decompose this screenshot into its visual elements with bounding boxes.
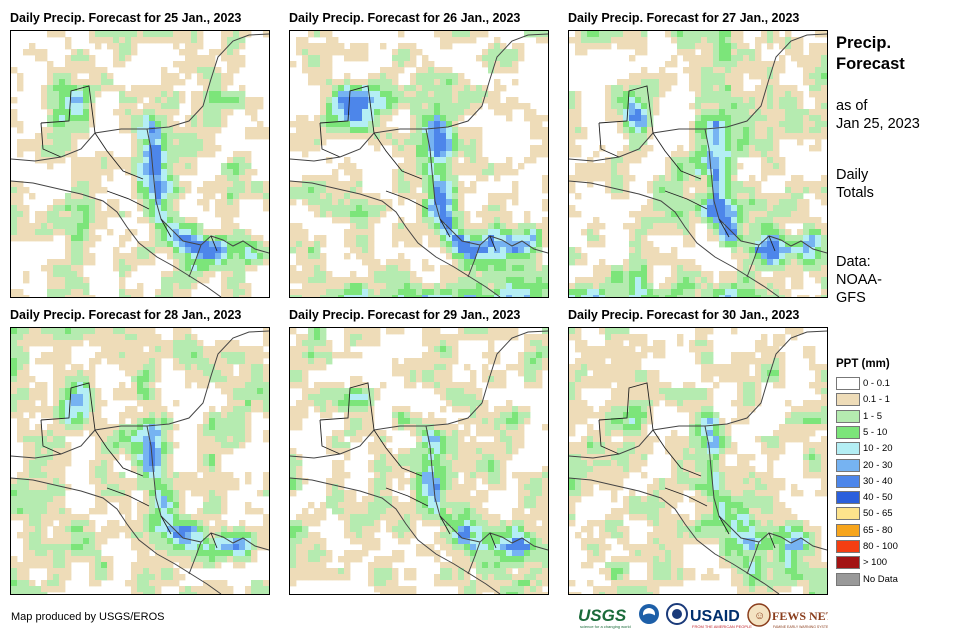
country-borders [40, 382, 218, 549]
legend-swatch [836, 409, 860, 423]
legend-label: > 100 [863, 557, 888, 569]
forecast-map-6 [568, 327, 828, 595]
coastline [290, 33, 548, 297]
coastline [569, 330, 827, 594]
country-borders [598, 382, 776, 549]
legend-label: 40 - 50 [863, 492, 893, 504]
forecast-map-4 [10, 327, 270, 595]
partner-logos: USGS science for a changing world USAID … [578, 602, 853, 630]
legend-swatch [836, 425, 860, 439]
country-borders [319, 85, 497, 252]
coastline [11, 33, 269, 297]
country-borders [319, 382, 497, 549]
panel-title-1: Daily Precip. Forecast for 25 Jan., 2023 [10, 11, 242, 25]
forecast-map-3 [568, 30, 828, 298]
legend-label: 20 - 30 [863, 459, 893, 471]
precip-field [11, 31, 269, 297]
noaa-logo [639, 604, 659, 624]
forecast-map-2 [289, 30, 549, 298]
precip-field [11, 328, 269, 594]
panel-title-5: Daily Precip. Forecast for 29 Jan., 2023 [289, 308, 521, 322]
legend-label: 65 - 80 [863, 524, 893, 536]
legend-swatch [836, 442, 860, 456]
forecast-map-1 [10, 30, 270, 298]
usaid-logo: USAID FROM THE AMERICAN PEOPLE [690, 608, 752, 629]
panel-title-4: Daily Precip. Forecast for 28 Jan., 2023 [10, 308, 242, 322]
legend-swatch [836, 377, 860, 390]
fewsnet-logo: ☺ FEWS NET FAMINE EARLY WARNING SYSTEMS … [747, 603, 853, 629]
legend-label: 80 - 100 [863, 541, 898, 552]
legend-label: 0 - 0.1 [863, 378, 890, 389]
panel-title-6: Daily Precip. Forecast for 30 Jan., 2023 [568, 308, 800, 322]
legend-label: 30 - 40 [863, 475, 893, 487]
legend-label: 0.1 - 1 [863, 394, 890, 406]
precip-field [290, 328, 548, 594]
data-source: Data: NOAA- GFS [836, 254, 882, 306]
legend-swatch [836, 491, 860, 505]
usaid-seal [666, 603, 688, 625]
panel-title-2: Daily Precip. Forecast for 26 Jan., 2023 [289, 11, 521, 25]
legend-title: PPT (mm) [836, 358, 890, 370]
legend-swatch [836, 556, 860, 570]
country-borders [598, 85, 776, 252]
legend-label: 1 - 5 [863, 410, 883, 422]
coastline [290, 330, 548, 594]
precip-field [569, 328, 827, 594]
precip-field [290, 31, 548, 297]
legend-swatch [836, 507, 860, 521]
forecast-date: as of Jan 25, 2023 [836, 98, 920, 132]
legend-label: No Data [863, 573, 898, 585]
legend-label: 5 - 10 [863, 426, 888, 438]
forecast-map-5 [289, 327, 549, 595]
legend-swatch [836, 474, 860, 488]
legend-swatch [836, 458, 860, 472]
usgs-logo: USGS science for a changing world [578, 606, 631, 629]
panel-title-3: Daily Precip. Forecast for 27 Jan., 2023 [568, 11, 800, 25]
legend-swatch [836, 523, 860, 537]
sidebar-title: Precip. Forecast [836, 34, 905, 73]
legend-label: 10 - 20 [863, 443, 893, 455]
legend-swatch [836, 572, 860, 586]
legend-swatch [836, 393, 860, 407]
credit-text: Map produced by USGS/EROS [11, 611, 165, 623]
coastline [11, 330, 269, 594]
legend-label: 50 - 65 [863, 508, 893, 520]
coastline [569, 33, 827, 297]
totals-label: Daily Totals [836, 167, 874, 201]
legend-swatch [836, 540, 860, 553]
precip-field [569, 31, 827, 297]
country-borders [40, 85, 218, 252]
